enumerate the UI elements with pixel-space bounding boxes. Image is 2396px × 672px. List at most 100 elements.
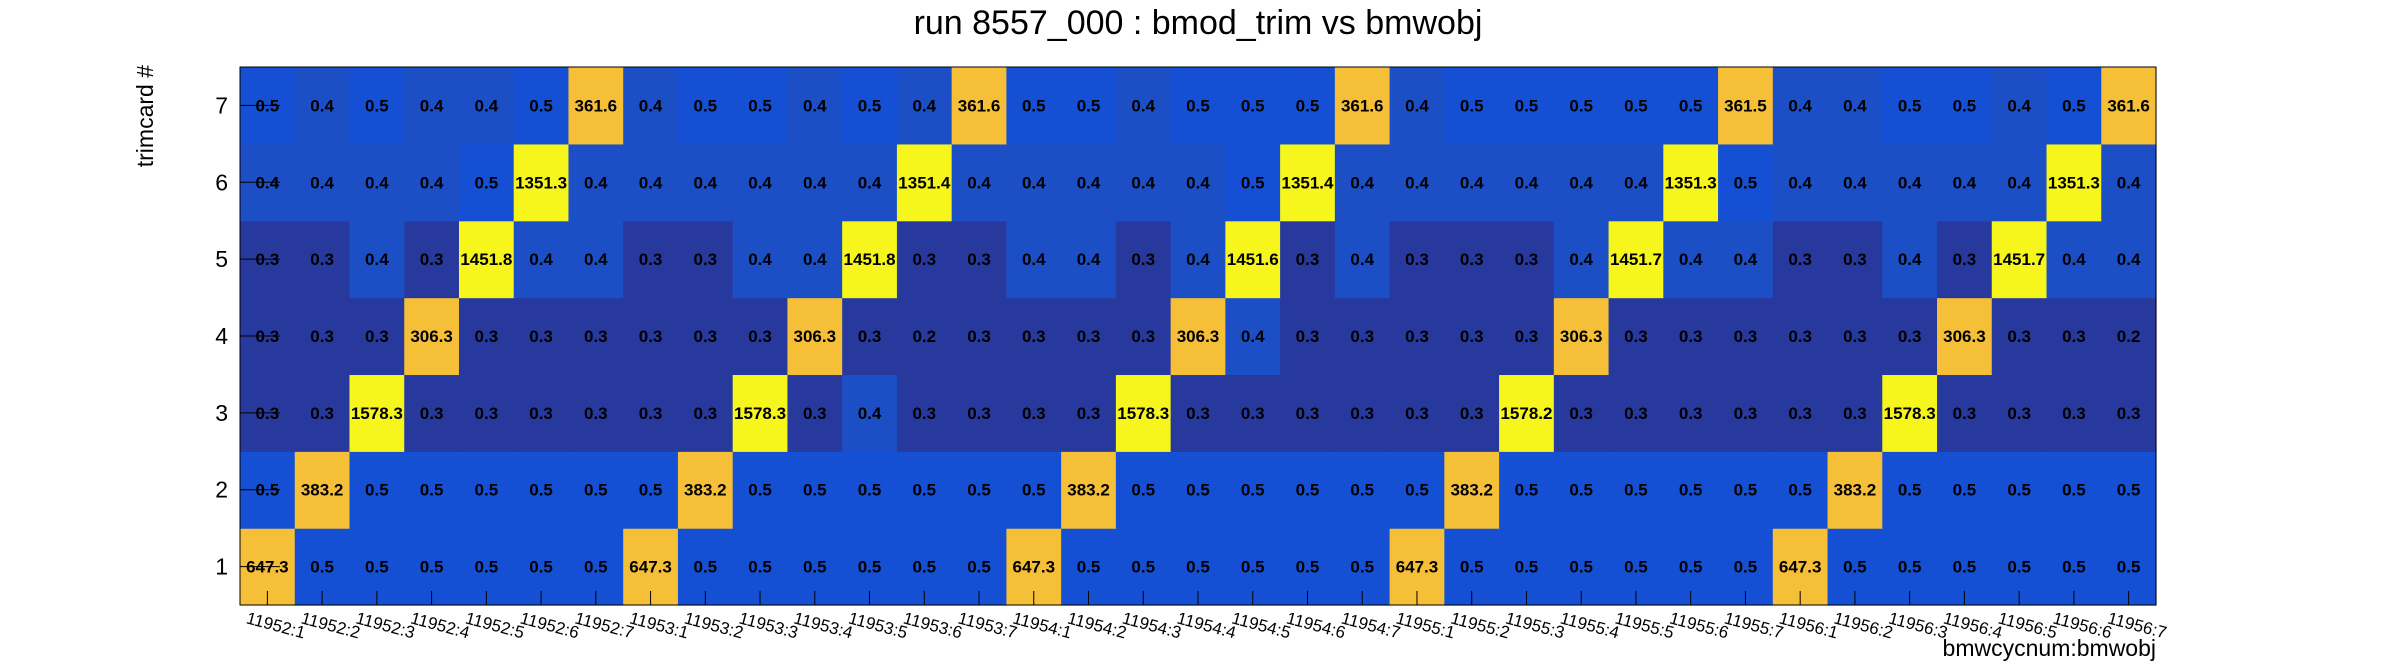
cell-value-label: 361.6 [1341, 96, 1384, 115]
cell-value-label: 0.5 [1405, 481, 1429, 500]
heatmap-cell [568, 374, 624, 452]
heatmap-cell [458, 220, 515, 299]
heatmap-cell [1280, 297, 1336, 376]
x-tick-label: 11955:5 [1613, 609, 1676, 643]
cell-value-label: 0.5 [912, 481, 936, 500]
heatmap-cell [1499, 374, 1555, 452]
heatmap-cell [1663, 451, 1719, 529]
cell-value-label: 0.4 [584, 173, 608, 192]
heatmap-cell [404, 451, 460, 529]
cell-value-label: 0.4 [803, 173, 827, 192]
cell-value-label: 0.5 [912, 558, 936, 577]
cell-value-label: 0.3 [1843, 327, 1867, 346]
heatmap-cell [1115, 67, 1172, 145]
heatmap-cell [1663, 220, 1719, 299]
cell-value-label: 0.3 [639, 250, 663, 269]
heatmap-cell [2101, 374, 2157, 452]
heatmap-cell [349, 143, 405, 222]
cell-value-label: 0.3 [748, 327, 772, 346]
cell-value-label: 0.3 [1515, 250, 1539, 269]
heatmap-cell [1334, 67, 1391, 145]
heatmap-cell [2101, 67, 2157, 145]
heatmap-cell [1444, 297, 1500, 376]
heatmap-cell [896, 297, 953, 376]
cell-value-label: 0.5 [529, 96, 553, 115]
cell-value-label: 0.5 [1953, 481, 1977, 500]
cell-value-label: 0.3 [912, 250, 936, 269]
cell-value-label: 1351.4 [1281, 173, 1334, 192]
heatmap-cell [677, 374, 734, 452]
cell-value-label: 0.5 [967, 558, 991, 577]
cell-value-label: 0.3 [1022, 327, 1046, 346]
heatmap-cell [2046, 143, 2102, 222]
heatmap-cell [2101, 297, 2157, 376]
heatmap-cell [1608, 220, 1664, 299]
cell-value-label: 0.3 [1843, 250, 1867, 269]
cell-value-label: 0.3 [1350, 327, 1374, 346]
heatmap-cell [1991, 143, 2048, 222]
heatmap-cell [1718, 451, 1774, 529]
cell-value-label: 0.5 [1241, 96, 1265, 115]
cell-value-label: 0.3 [1679, 404, 1703, 423]
heatmap-cell [1444, 374, 1500, 452]
cell-value-label: 0.4 [1843, 96, 1867, 115]
x-tick-label: 11953:6 [901, 609, 964, 643]
cell-value-label: 306.3 [410, 327, 453, 346]
cell-value-label: 0.4 [1186, 250, 1210, 269]
cell-value-label: 306.3 [1943, 327, 1986, 346]
heatmap-cell [1061, 451, 1117, 529]
x-tick-label: 11955:7 [1722, 609, 1785, 643]
cell-value-label: 0.4 [1460, 173, 1484, 192]
heatmap-cell [1170, 297, 1226, 376]
heatmap-cell [842, 297, 898, 376]
x-tick-label: 11955:3 [1503, 609, 1566, 643]
heatmap-cell [842, 220, 898, 299]
x-tick-label: 11956:2 [1832, 609, 1895, 643]
cell-value-label: 1578.3 [1117, 404, 1169, 423]
heatmap-cell [513, 374, 570, 452]
heatmap-cell [1225, 67, 1281, 145]
cell-value-label: 0.2 [2117, 327, 2141, 346]
cell-value-label: 0.5 [748, 481, 772, 500]
cell-value-label: 0.5 [858, 96, 882, 115]
cell-value-label: 0.5 [1734, 173, 1758, 192]
cell-value-label: 0.5 [967, 481, 991, 500]
cell-value-label: 0.3 [2007, 327, 2031, 346]
cell-value-label: 0.5 [1953, 558, 1977, 577]
cell-value-label: 0.3 [365, 327, 389, 346]
cell-value-label: 0.5 [1898, 96, 1922, 115]
cell-value-label: 0.3 [1296, 327, 1320, 346]
cell-value-label: 0.5 [365, 96, 389, 115]
cell-value-label: 0.5 [1241, 481, 1265, 500]
cell-value-label: 0.4 [1350, 250, 1374, 269]
heatmap-cell [896, 374, 953, 452]
cell-value-label: 0.3 [475, 404, 499, 423]
cell-value-label: 0.5 [420, 558, 444, 577]
cell-value-label: 0.5 [1022, 481, 1046, 500]
cell-value-label: 647.3 [629, 558, 672, 577]
cell-value-label: 0.5 [1624, 96, 1648, 115]
cell-value-label: 0.4 [748, 250, 772, 269]
heatmap-cell [1718, 220, 1774, 299]
heatmap-cell [1553, 67, 1610, 145]
cell-value-label: 0.5 [1679, 558, 1703, 577]
heatmap-cell [349, 297, 405, 376]
heatmap-cell [294, 220, 351, 299]
heatmap-cell [1937, 297, 1993, 376]
heatmap-cell [349, 220, 405, 299]
heatmap-cell [1225, 297, 1281, 376]
cell-value-label: 0.4 [1022, 173, 1046, 192]
heatmap-cell [1006, 374, 1062, 452]
y-tick-label: 7 [215, 92, 228, 118]
cell-value-label: 0.2 [912, 327, 936, 346]
cell-value-label: 306.3 [794, 327, 837, 346]
cell-value-label: 0.4 [1569, 173, 1593, 192]
cell-value-label: 0.4 [803, 250, 827, 269]
cell-value-label: 0.3 [1186, 404, 1210, 423]
cell-value-label: 0.5 [1624, 558, 1648, 577]
chart-title: run 8557_000 : bmod_trim vs bmwobj [914, 4, 1483, 42]
x-tick-label: 11952:3 [354, 609, 417, 643]
x-tick-label: 11956:3 [1887, 609, 1950, 643]
heatmap-cell [1499, 143, 1555, 222]
heatmap-cell [513, 220, 570, 299]
